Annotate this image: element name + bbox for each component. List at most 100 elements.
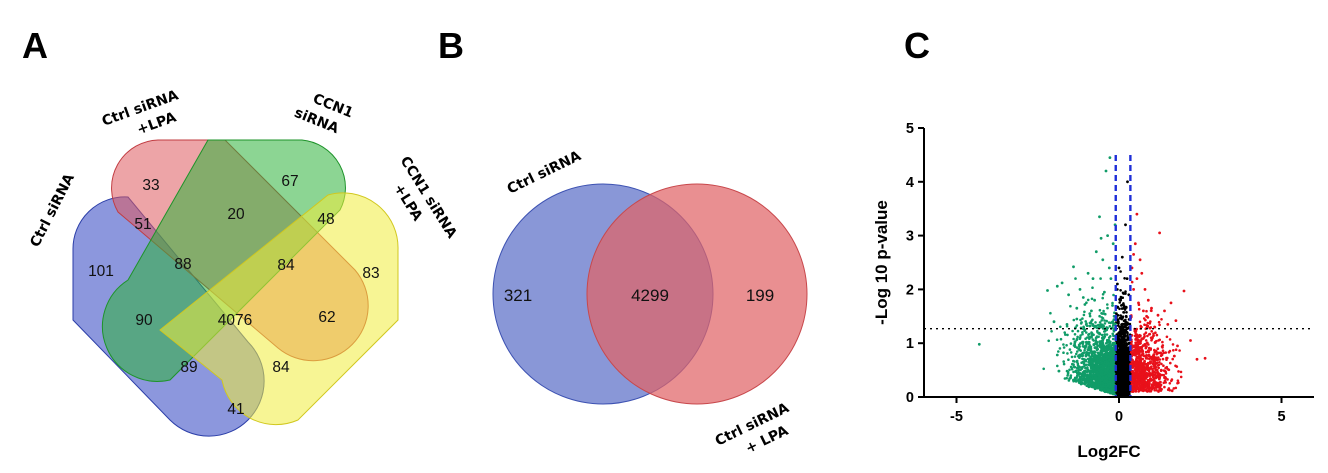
data-point-cloud	[1159, 380, 1162, 384]
data-point-series-2	[1166, 323, 1170, 326]
data-point-cloud	[1075, 359, 1079, 363]
data-point-series-0	[1055, 353, 1059, 357]
data-point-series-0	[1075, 306, 1079, 310]
data-point-cloud	[1144, 331, 1148, 335]
data-point-cloud	[1091, 357, 1095, 361]
data-point-cloud	[1101, 312, 1104, 315]
region-count-ctrl-ctrllpa: 51	[134, 216, 151, 233]
region-count-ctrl-ctrllpa-ccn1lpa: 84	[272, 359, 290, 376]
venn-4-sets	[72, 139, 399, 437]
data-point-cloud	[1158, 323, 1161, 327]
data-point-cloud	[1100, 361, 1103, 365]
x-tick-label: -5	[950, 409, 963, 425]
data-point-cloud	[1125, 379, 1129, 383]
panel-a-letter: A	[22, 25, 48, 66]
data-point-series-0	[1065, 323, 1069, 326]
data-point-cloud	[1088, 381, 1092, 384]
data-point-cloud	[1065, 344, 1068, 347]
data-point-cloud	[1115, 341, 1119, 345]
data-point-cloud	[1170, 379, 1173, 383]
data-point-cloud	[1118, 301, 1121, 304]
data-point-cloud	[1163, 385, 1166, 389]
data-point-cloud	[1158, 358, 1162, 361]
data-point-cloud	[1103, 373, 1106, 376]
data-point-cloud	[1095, 324, 1098, 328]
data-point-cloud	[1075, 338, 1079, 342]
data-point-cloud	[1072, 359, 1075, 363]
data-point-cloud	[1098, 308, 1102, 312]
data-point-series-0	[1101, 384, 1105, 388]
data-point-cloud	[1119, 365, 1122, 369]
data-point-cloud	[1118, 393, 1122, 396]
data-point-cloud	[1112, 293, 1115, 297]
data-point-cloud	[1072, 337, 1075, 341]
data-point-cloud	[1097, 335, 1100, 339]
set-ccn1-sirna-lpa-shape	[159, 192, 399, 426]
x-tick-label: 0	[1115, 409, 1123, 425]
data-point-cloud	[1106, 306, 1109, 310]
data-point-cloud	[1126, 354, 1129, 357]
data-point-cloud	[1139, 349, 1143, 353]
data-point-cloud	[1154, 381, 1157, 385]
data-point-series-1	[1126, 336, 1130, 340]
data-point-cloud	[1122, 311, 1126, 314]
data-point-series-1	[1121, 323, 1125, 326]
data-point-series-2	[1138, 258, 1142, 262]
venn-b-right-circle	[586, 183, 808, 405]
data-point-series-2	[1153, 325, 1157, 329]
data-point-cloud	[1139, 341, 1142, 345]
data-point-cloud	[1075, 376, 1078, 379]
data-point-cloud	[1139, 339, 1143, 343]
x-axis-title: Log2FC	[1077, 442, 1140, 461]
data-point-cloud	[1125, 305, 1128, 309]
data-point-cloud	[1093, 354, 1096, 358]
data-point-cloud	[1151, 368, 1154, 371]
data-point-cloud	[1138, 365, 1142, 369]
data-point-cloud	[1148, 374, 1152, 378]
data-point-cloud	[1136, 378, 1140, 382]
data-point-cloud	[1056, 364, 1059, 368]
data-point-series-2	[1174, 319, 1178, 322]
data-point-cloud	[1062, 351, 1065, 355]
data-point-cloud	[1085, 378, 1089, 382]
data-point-cloud	[1119, 270, 1122, 273]
data-point-series-2	[1203, 356, 1207, 360]
volcano-plot: 0 1 2 3 4 5 -5 0 5 Log2FC -Log 10 p-value	[872, 121, 1314, 461]
data-point-cloud	[1146, 321, 1150, 325]
data-point-cloud	[1110, 385, 1114, 388]
data-point-cloud	[1132, 351, 1136, 355]
data-point-cloud	[1138, 376, 1142, 379]
data-point-series-0	[1111, 242, 1115, 246]
data-point-cloud	[1143, 343, 1146, 346]
data-point-cloud	[1122, 325, 1125, 329]
data-point-series-2	[1146, 298, 1150, 302]
data-point-series-1	[1124, 314, 1128, 318]
data-point-cloud	[1119, 345, 1123, 349]
data-point-cloud	[1071, 329, 1074, 333]
data-point-series-2	[1195, 357, 1199, 361]
panel-b-letter: B	[438, 25, 464, 66]
data-point-cloud	[1107, 347, 1111, 351]
data-point-cloud	[1085, 384, 1089, 388]
data-point-series-1	[1126, 180, 1129, 184]
data-point-series-2	[1145, 314, 1148, 318]
data-point-cloud	[1093, 360, 1097, 364]
data-point-cloud	[1166, 367, 1170, 371]
data-point-cloud	[1150, 339, 1153, 342]
data-point-cloud	[1109, 366, 1112, 369]
data-point-cloud	[1105, 357, 1108, 361]
data-point-cloud	[1127, 373, 1131, 376]
data-point-cloud	[1099, 277, 1102, 280]
data-point-cloud	[1164, 375, 1167, 379]
data-point-cloud	[1102, 309, 1105, 313]
data-point-cloud	[1084, 320, 1087, 323]
data-point-cloud	[1156, 358, 1159, 362]
data-point-cloud	[1153, 350, 1157, 354]
data-point-series-0	[1078, 288, 1082, 291]
data-point-cloud	[1126, 333, 1129, 337]
data-point-cloud	[1085, 331, 1088, 334]
data-point-cloud	[1140, 346, 1143, 350]
data-point-cloud	[1138, 389, 1141, 392]
data-point-cloud	[1100, 325, 1103, 329]
